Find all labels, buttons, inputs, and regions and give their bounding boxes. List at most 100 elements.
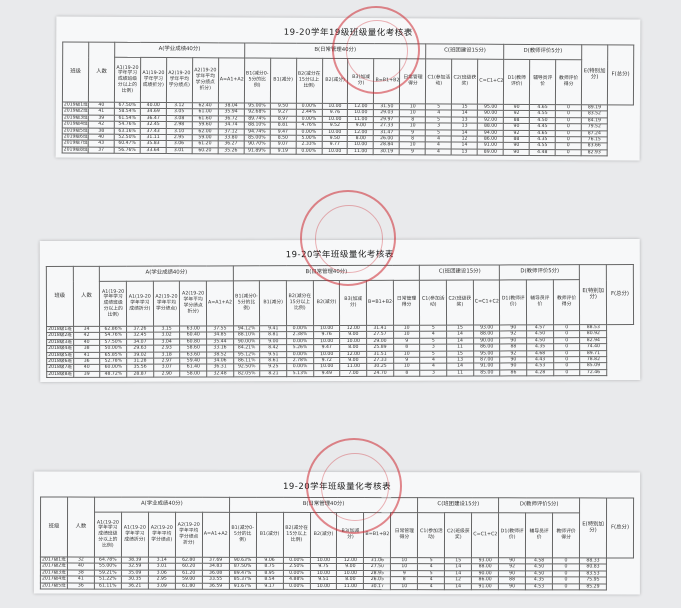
table-cell: 8: [393, 370, 421, 377]
table-cell: 30.17: [363, 583, 391, 590]
table-cell: 2018级1班: [46, 326, 74, 333]
column-header: 教师评价得分: [553, 279, 580, 325]
column-header: C2(班级获奖): [444, 512, 472, 558]
table-cell: 85.00: [473, 369, 501, 377]
table-cell: 61.11%: [94, 582, 122, 590]
table-cell: 2018级5班: [46, 352, 74, 359]
table-cell: 13: [451, 148, 478, 156]
column-header: A1(19-20学年学习成绩班级分以上的比例): [114, 57, 141, 103]
table-cell: 2019级2班: [62, 108, 89, 115]
column-header: E(特别加分): [581, 44, 608, 105]
column-header: C1(参加活动): [417, 512, 445, 558]
column-header: A2(19-20学年平均学分绩点折分): [175, 512, 203, 558]
table-cell: 3: [420, 369, 447, 377]
table-cell: 2017级2班: [40, 563, 68, 570]
table-cell: 2019级7班: [62, 140, 89, 147]
table-cell: 48.72%: [100, 371, 127, 378]
column-header: B=B1+B2+B3: [366, 280, 394, 326]
table-cell: 72.46: [580, 369, 607, 376]
table-cell: 28.87: [126, 370, 154, 378]
table-cell: 2018级2班: [46, 332, 74, 340]
table-cell: 90: [503, 149, 530, 156]
table-cell: 2017级5班: [40, 582, 68, 590]
table-cell: 9.19: [269, 147, 296, 155]
table-cell: 11.00: [336, 583, 364, 590]
table-cell: 9.17: [256, 582, 283, 590]
table-body: 2017级1班 32 64.78% 38.39 3.14 62.80 37.69 90.63%…: [40, 556, 633, 591]
column-header: A1(19-20学年学习成绩折分): [140, 57, 167, 103]
table-cell: 61.80: [175, 582, 203, 590]
table-cell: 86: [500, 369, 527, 377]
table-cell: 5.13%: [286, 370, 314, 377]
column-header: C2(班级获奖): [446, 280, 474, 326]
table-cell: 60.20: [191, 147, 218, 155]
group-header: A(学业成绩40分): [114, 42, 245, 58]
column-header: A=A1+A2: [218, 57, 245, 103]
column-header: 教师评价得分: [555, 59, 582, 105]
table-cell: 58.00: [180, 370, 207, 378]
table-cell: 0.00%: [282, 583, 310, 590]
column-header: A2(19-20学年平均学分绩点): [148, 512, 176, 558]
column-header: A2(19-20学年平均学分绩点折分): [192, 57, 219, 103]
column-header: F(总分): [607, 44, 634, 105]
table-body: 2019级1班 40 67.50% 40.00 3.12 62.40 38.04 95.00%…: [62, 102, 633, 157]
column-header: B2(减分): [313, 280, 340, 326]
column-header: C=C1+C2: [471, 512, 499, 558]
table-cell: 56.76%: [114, 147, 141, 154]
column-header: B2(减分在15分以上比例): [286, 280, 314, 326]
group-header: D(教师评价5分): [499, 264, 580, 280]
group-header: C(班团建设15分): [419, 264, 500, 281]
table-cell: 4: [425, 148, 452, 156]
table-cell: 32.48: [206, 370, 234, 378]
column-header: A=A1+A2: [202, 512, 230, 558]
table-cell: 2017级1班: [40, 556, 68, 564]
group-header: D(教师评价5分): [503, 44, 582, 60]
column-header: B1(减分): [259, 280, 287, 326]
table-cell: 2019级1班: [62, 102, 89, 109]
column-header: A=A1+A2: [206, 280, 234, 326]
column-header: 人数: [88, 42, 115, 103]
column-header: A2(19-20学年平均学分绩点折分): [179, 280, 207, 327]
column-header: B1(减分): [256, 512, 284, 558]
table-cell: 10.00: [309, 583, 337, 590]
column-header: 辅导员评价: [526, 279, 554, 325]
column-header: 日常管理得分: [393, 280, 420, 326]
column-header: F(总分): [606, 264, 634, 325]
table-cell: 11.00: [347, 148, 374, 155]
table-cell: 8.21: [260, 370, 287, 378]
table-cell: 36.21: [121, 582, 149, 590]
column-header: 辅导员评价: [525, 512, 553, 558]
stamp: [306, 438, 402, 534]
table-cell: 0: [553, 369, 581, 377]
column-header: B1(减分0-5分的比例): [244, 57, 271, 104]
column-header: 日常管理得分: [390, 512, 418, 558]
stamp: [332, 6, 420, 94]
column-header: 班级: [46, 266, 74, 327]
column-header: 班级: [62, 42, 89, 103]
table-cell: 37: [88, 146, 115, 154]
table-cell: 2017级4班: [40, 576, 68, 583]
table-cell: 2018级7班: [46, 364, 74, 372]
column-header: C1(参加活动): [425, 58, 452, 105]
table-cell: 91.00: [471, 583, 499, 590]
stamp: [300, 190, 396, 286]
column-header: C=C1+C2: [473, 279, 500, 326]
column-header: F(总分): [606, 497, 634, 559]
table-cell: 2019级3班: [62, 114, 89, 122]
group-header: A(学业成绩40分): [99, 265, 234, 282]
table-row: 2017级5班 36 61.11% 36.21 3.09 61.80 36.59 91.67%…: [40, 582, 633, 591]
table-cell: 4: [417, 583, 445, 590]
column-header: B2(减分在15分以上比例): [283, 512, 311, 558]
table-cell: 3.09: [148, 582, 176, 590]
header-row: A1(19-20学年学习成绩班级分以上的比例) A1(19-20学年学习成绩折分)…: [46, 279, 633, 327]
table-cell: 10: [390, 583, 418, 590]
group-header: A(学业成绩40分): [94, 497, 230, 513]
column-header: A1(19-20学年学习成绩班级分以上的比例): [99, 281, 127, 327]
table-cell: 2019级5班: [62, 127, 89, 135]
column-header: A1(19-20学年学习成绩班级分以上的比例): [94, 512, 122, 558]
column-header: C2(班级获奖): [451, 59, 478, 105]
table-cell: 9: [399, 148, 426, 156]
table-cell: 39: [73, 371, 101, 378]
table-cell: 2019级8班: [62, 146, 89, 154]
